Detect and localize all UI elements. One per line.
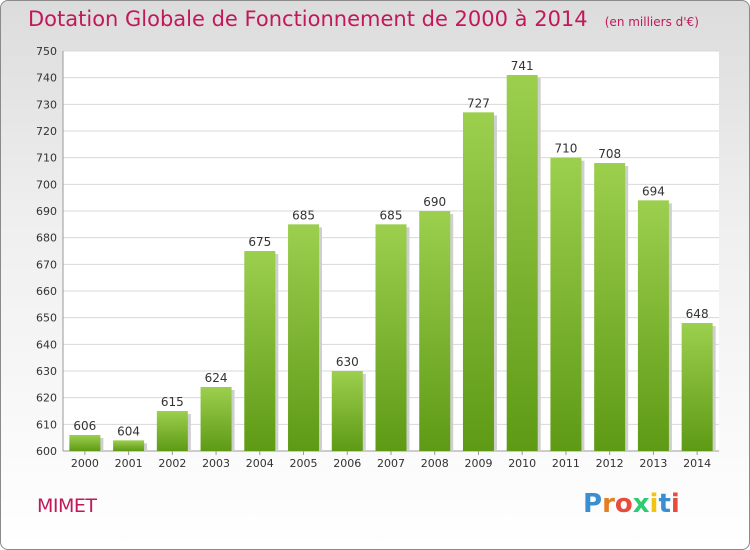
- bar-value-label: 690: [423, 195, 446, 209]
- bar: [594, 163, 626, 451]
- y-tick-label: 630: [36, 365, 57, 378]
- bar-value-label: 685: [380, 208, 403, 222]
- x-tick-label: 2011: [552, 457, 580, 470]
- chart-title-row: Dotation Globale de Fonctionnement de 20…: [28, 7, 699, 31]
- bar: [331, 371, 363, 451]
- bar: [113, 440, 145, 451]
- logo-letter: i: [670, 489, 680, 519]
- x-tick-label: 2003: [202, 457, 230, 470]
- bar: [506, 75, 538, 451]
- bar-value-label: 675: [248, 235, 271, 249]
- x-tick-label: 2004: [246, 457, 274, 470]
- bar-value-label: 710: [554, 142, 577, 156]
- logo-letter: P: [583, 489, 603, 519]
- x-tick-label: 2012: [596, 457, 624, 470]
- bar-value-label: 685: [292, 208, 315, 222]
- y-tick-label: 660: [36, 285, 57, 298]
- bar: [637, 200, 669, 451]
- bar-value-label: 630: [336, 355, 359, 369]
- bar-value-label: 604: [117, 424, 140, 438]
- y-tick-label: 680: [36, 232, 57, 245]
- bar: [288, 224, 320, 451]
- x-tick-label: 2008: [421, 457, 449, 470]
- bar: [69, 435, 101, 451]
- bar-value-label: 606: [73, 419, 96, 433]
- bar-value-label: 694: [642, 184, 665, 198]
- y-tick-label: 640: [36, 338, 57, 351]
- y-tick-label: 730: [36, 98, 57, 111]
- x-tick-label: 2002: [158, 457, 186, 470]
- bar: [375, 224, 407, 451]
- y-tick-label: 700: [36, 178, 57, 191]
- logo-letter: t: [658, 489, 671, 519]
- bar: [419, 211, 451, 451]
- x-tick-label: 2014: [683, 457, 711, 470]
- proxiti-logo: Proxiti: [583, 489, 680, 519]
- x-tick-label: 2010: [508, 457, 536, 470]
- x-tick-label: 2005: [290, 457, 318, 470]
- bar: [462, 112, 494, 451]
- bar-value-label: 648: [686, 307, 709, 321]
- x-tick-label: 2006: [333, 457, 361, 470]
- bar: [200, 387, 232, 451]
- x-tick-label: 2007: [377, 457, 405, 470]
- y-tick-label: 710: [36, 152, 57, 165]
- bar: [550, 157, 582, 451]
- bar-value-label: 624: [205, 371, 228, 385]
- bar: [156, 411, 188, 451]
- commune-name: MIMET: [37, 495, 97, 517]
- logo-letter: x: [632, 489, 650, 519]
- x-tick-label: 2001: [115, 457, 143, 470]
- y-tick-label: 740: [36, 72, 57, 85]
- x-tick-label: 2000: [71, 457, 99, 470]
- y-tick-label: 670: [36, 258, 57, 271]
- logo-letter: o: [614, 489, 633, 519]
- chart-title: Dotation Globale de Fonctionnement de 20…: [28, 7, 588, 31]
- chart-unit: (en milliers d'€): [604, 15, 699, 29]
- bar-value-label: 727: [467, 96, 490, 110]
- x-tick-label: 2013: [639, 457, 667, 470]
- bar: [681, 323, 713, 451]
- y-tick-label: 720: [36, 125, 57, 138]
- y-tick-label: 620: [36, 392, 57, 405]
- y-tick-label: 690: [36, 205, 57, 218]
- y-tick-label: 750: [36, 45, 57, 58]
- bar: [244, 251, 276, 451]
- y-tick-label: 600: [36, 445, 57, 458]
- bar-value-label: 615: [161, 395, 184, 409]
- y-tick-label: 650: [36, 312, 57, 325]
- bar-value-label: 708: [598, 147, 621, 161]
- logo-letter: r: [602, 489, 615, 519]
- x-tick-label: 2009: [464, 457, 492, 470]
- bar-value-label: 741: [511, 59, 534, 73]
- y-tick-label: 610: [36, 418, 57, 431]
- logo-letter: i: [649, 489, 659, 519]
